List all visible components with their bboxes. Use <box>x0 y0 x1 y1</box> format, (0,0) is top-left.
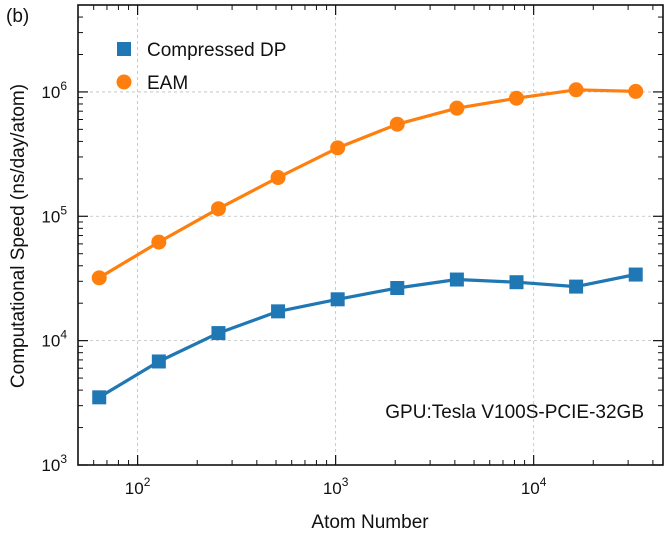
y-tick-exponent: 4 <box>60 328 67 342</box>
legend-marker-compressed-dp <box>117 42 131 56</box>
data-point-compressed-dp <box>628 267 643 282</box>
y-tick-label: 104 <box>41 328 67 351</box>
x-tick-exponent: 2 <box>144 475 151 489</box>
legend: Compressed DP EAM <box>116 40 286 94</box>
data-point-compressed-dp <box>92 390 107 405</box>
data-point-compressed-dp <box>569 279 584 294</box>
y-tick-label: 105 <box>41 203 67 226</box>
legend-label-eam: EAM <box>147 73 188 94</box>
data-point-eam <box>389 116 405 132</box>
data-point-eam <box>509 90 525 106</box>
legend-label-compressed-dp: Compressed DP <box>147 40 286 61</box>
x-tick-exponent: 3 <box>342 475 349 489</box>
data-point-compressed-dp <box>151 354 166 369</box>
data-point-eam <box>568 82 584 98</box>
data-point-eam <box>91 270 107 286</box>
data-point-eam <box>628 83 644 99</box>
x-tick-exponent: 4 <box>540 475 547 489</box>
data-point-eam <box>151 234 167 250</box>
x-tick-label: 102 <box>125 475 151 498</box>
y-tick-exponent: 6 <box>60 79 67 93</box>
data-point-eam <box>270 170 286 186</box>
y-axis-label: Computational Speed (ns/day/atom) <box>8 84 29 388</box>
data-point-eam <box>449 100 465 116</box>
x-axis-label: Atom Number <box>311 512 429 533</box>
panel-label: (b) <box>6 6 29 27</box>
y-tick-exponent: 3 <box>60 452 67 466</box>
x-tick-label: 103 <box>323 475 349 498</box>
series-line-eam <box>98 88 636 280</box>
data-point-eam <box>330 140 346 156</box>
series-line-compressed-dp <box>98 272 637 399</box>
gpu-annotation: GPU:Tesla V100S-PCIE-32GB <box>385 402 644 423</box>
legend-marker-eam <box>116 74 132 90</box>
x-tick-label: 104 <box>521 475 547 498</box>
data-point-compressed-dp <box>390 281 405 296</box>
plot-frame <box>77 4 664 466</box>
data-point-compressed-dp <box>449 272 464 287</box>
y-tick-labels: 103 104 105 106 <box>41 79 67 475</box>
series-layer <box>91 82 644 405</box>
y-tick-exponent: 5 <box>60 203 67 217</box>
y-tick-label: 103 <box>41 452 67 475</box>
data-point-compressed-dp <box>211 326 226 341</box>
x-tick-labels: 102 103 104 <box>125 475 547 498</box>
major-ticks <box>78 5 663 466</box>
data-point-eam <box>210 201 226 217</box>
minor-ticks <box>77 4 663 465</box>
data-point-compressed-dp <box>271 304 286 319</box>
data-point-compressed-dp <box>509 275 524 290</box>
y-tick-label: 106 <box>41 79 67 102</box>
data-point-compressed-dp <box>330 292 345 307</box>
